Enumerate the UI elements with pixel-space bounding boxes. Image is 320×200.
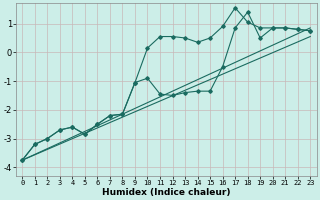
X-axis label: Humidex (Indice chaleur): Humidex (Indice chaleur) bbox=[102, 188, 230, 197]
